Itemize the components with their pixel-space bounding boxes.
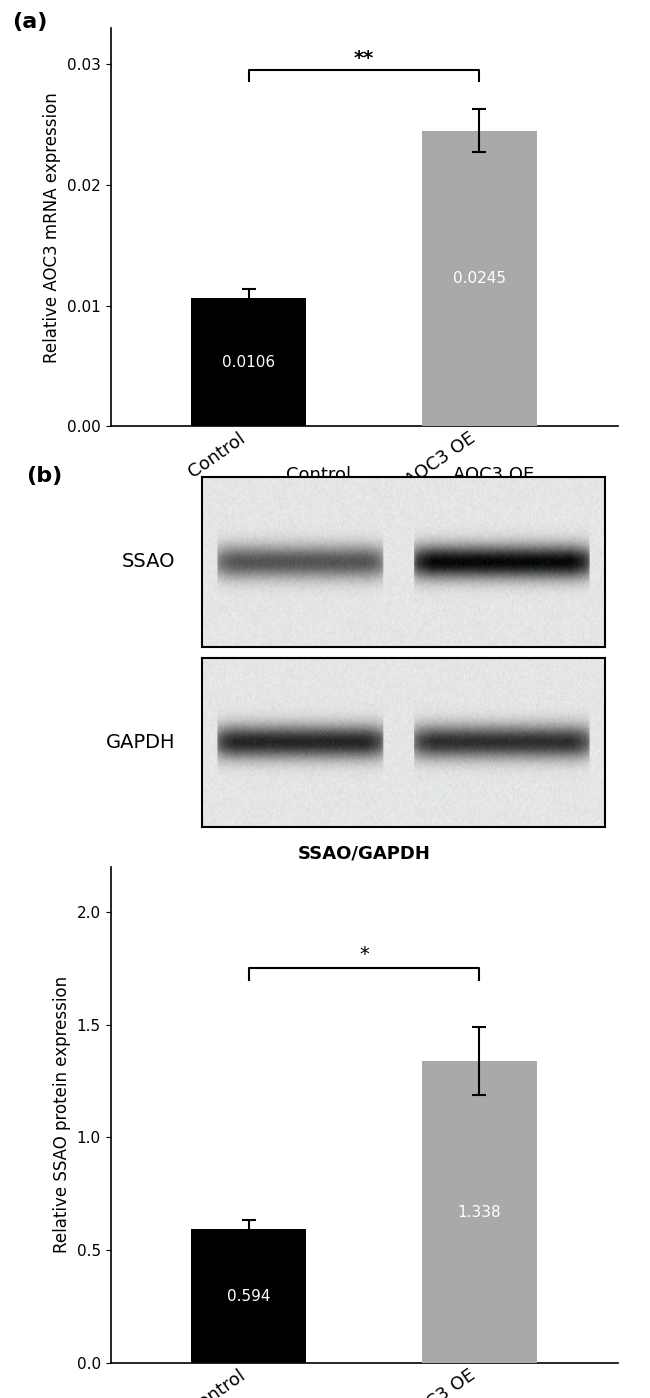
Text: 0.594: 0.594: [227, 1289, 270, 1303]
Text: 0.0245: 0.0245: [453, 271, 506, 287]
Title: SSAO/GAPDH: SSAO/GAPDH: [298, 844, 430, 863]
Text: Control: Control: [286, 466, 351, 484]
Text: SSAO: SSAO: [122, 552, 176, 572]
Text: 0.0106: 0.0106: [222, 355, 276, 370]
Text: (a): (a): [12, 13, 47, 32]
Bar: [191, 298, 306, 426]
Bar: [422, 1061, 537, 1363]
Text: *: *: [359, 945, 369, 963]
Text: AOC3 OE: AOC3 OE: [454, 466, 534, 484]
Bar: [422, 130, 537, 426]
Bar: [191, 1229, 306, 1363]
Text: **: **: [354, 49, 374, 69]
Text: 1.338: 1.338: [458, 1205, 501, 1219]
Text: GAPDH: GAPDH: [106, 733, 176, 752]
Y-axis label: Relative AOC3 mRNA expression: Relative AOC3 mRNA expression: [44, 92, 61, 362]
Text: (b): (b): [26, 466, 62, 487]
Y-axis label: Relative SSAO protein expression: Relative SSAO protein expression: [53, 976, 71, 1254]
